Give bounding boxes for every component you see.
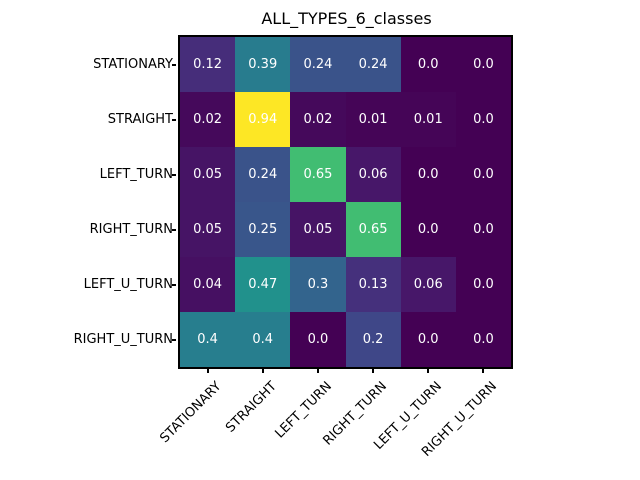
heatmap-cell: 0.94 bbox=[235, 92, 291, 147]
cell-value: 0.12 bbox=[193, 57, 223, 72]
cell-value: 0.4 bbox=[252, 332, 274, 347]
heatmap-cell: 0.0 bbox=[455, 92, 511, 147]
cell-value: 0.39 bbox=[248, 57, 278, 72]
heatmap-cell: 0.05 bbox=[180, 147, 236, 202]
y-tick-label: STRAIGHT bbox=[107, 111, 173, 127]
y-tick-label: LEFT_TURN bbox=[99, 166, 173, 182]
x-tick-label: STRAIGHT bbox=[222, 379, 280, 436]
y-tick-mark bbox=[172, 118, 176, 121]
heatmap-cell: 0.06 bbox=[400, 257, 456, 312]
cell-value: 0.0 bbox=[473, 167, 494, 182]
cell-value: 0.0 bbox=[473, 277, 494, 292]
heatmap-cell: 0.39 bbox=[235, 37, 291, 92]
cell-value: 0.02 bbox=[193, 112, 223, 127]
chart-title: ALL_TYPES_6_classes bbox=[261, 9, 432, 28]
x-tick-mark bbox=[206, 369, 209, 373]
heatmap-cell: 0.0 bbox=[400, 37, 456, 92]
heatmap-cell: 0.0 bbox=[455, 312, 511, 367]
y-tick-label: RIGHT_U_TURN bbox=[73, 331, 173, 347]
cell-value: 0.01 bbox=[358, 112, 388, 127]
heatmap-cell: 0.05 bbox=[180, 202, 236, 257]
y-tick-mark bbox=[172, 283, 176, 286]
heatmap-cell: 0.05 bbox=[290, 202, 346, 257]
heatmap-cell: 0.24 bbox=[345, 37, 401, 92]
heatmap-cell: 0.12 bbox=[180, 37, 236, 92]
cell-value: 0.0 bbox=[473, 222, 494, 237]
heatmap-cell: 0.25 bbox=[235, 202, 291, 257]
cell-value: 0.47 bbox=[248, 277, 278, 292]
x-tick-mark bbox=[316, 369, 319, 373]
heatmap-cell: 0.65 bbox=[290, 147, 346, 202]
heatmap-cell: 0.0 bbox=[455, 202, 511, 257]
cell-value: 0.4 bbox=[197, 332, 218, 347]
heatmap-cell: 0.0 bbox=[400, 312, 456, 367]
cell-value: 0.0 bbox=[417, 222, 439, 237]
y-tick-mark bbox=[172, 63, 176, 66]
cell-value: 0.3 bbox=[307, 277, 329, 292]
cell-value: 0.13 bbox=[358, 277, 388, 292]
cell-value: 0.65 bbox=[358, 222, 388, 237]
heatmap-cell: 0.0 bbox=[290, 312, 346, 367]
heatmap-cell: 0.65 bbox=[345, 202, 401, 257]
heatmap-cell: 0.0 bbox=[455, 37, 511, 92]
x-tick-mark bbox=[427, 369, 430, 373]
cell-value: 0.65 bbox=[303, 167, 333, 182]
cell-value: 0.05 bbox=[303, 222, 333, 237]
x-tick-mark bbox=[372, 369, 375, 373]
cell-value: 0.24 bbox=[248, 167, 278, 182]
cell-value: 0.0 bbox=[417, 57, 439, 72]
heatmap-cell: 0.4 bbox=[180, 312, 236, 367]
y-tick-label: RIGHT_TURN bbox=[89, 221, 173, 237]
heatmap-cell: 0.3 bbox=[290, 257, 346, 312]
heatmap-cell: 0.47 bbox=[235, 257, 291, 312]
heatmap-cell: 0.04 bbox=[180, 257, 236, 312]
heatmap-cell: 0.0 bbox=[455, 147, 511, 202]
y-tick-label: STATIONARY bbox=[93, 56, 173, 72]
cell-value: 0.0 bbox=[417, 167, 439, 182]
cell-value: 0.01 bbox=[413, 112, 443, 127]
cell-value: 0.06 bbox=[358, 167, 388, 182]
cell-value: 0.24 bbox=[303, 57, 333, 72]
x-tick-mark bbox=[482, 369, 485, 373]
heatmap-cell: 0.01 bbox=[345, 92, 401, 147]
y-tick-label: LEFT_U_TURN bbox=[83, 276, 173, 292]
cell-value: 0.06 bbox=[413, 277, 443, 292]
heatmap-cell: 0.0 bbox=[400, 202, 456, 257]
heatmap-cell: 0.0 bbox=[455, 257, 511, 312]
cell-value: 0.04 bbox=[193, 277, 223, 292]
heatmap-cell: 0.02 bbox=[290, 92, 346, 147]
heatmap-cell: 0.4 bbox=[235, 312, 291, 367]
cell-value: 0.24 bbox=[358, 57, 388, 72]
cell-value: 0.0 bbox=[473, 112, 494, 127]
heatmap-cell: 0.24 bbox=[290, 37, 346, 92]
heatmap-cell: 0.24 bbox=[235, 147, 291, 202]
cell-value: 0.0 bbox=[417, 332, 439, 347]
x-tick-label: STATIONARY bbox=[157, 379, 225, 447]
y-tick-mark bbox=[172, 228, 176, 231]
heatmap-cell: 0.01 bbox=[400, 92, 456, 147]
y-tick-mark bbox=[172, 173, 176, 176]
cell-value: 0.0 bbox=[473, 332, 494, 347]
cell-value: 0.94 bbox=[248, 112, 278, 127]
heatmap-cell: 0.0 bbox=[400, 147, 456, 202]
heatmap-cell: 0.2 bbox=[345, 312, 401, 367]
cell-value: 0.0 bbox=[307, 332, 329, 347]
heatmap-cell: 0.02 bbox=[180, 92, 236, 147]
cell-value: 0.2 bbox=[362, 332, 384, 347]
heatmap-cell: 0.06 bbox=[345, 147, 401, 202]
cell-value: 0.25 bbox=[248, 222, 278, 237]
heatmap-grid: 0.12 0.39 0.24 0.24 0.0 0.0 0.02 0.94 0.02 0.01 0.… bbox=[178, 35, 513, 369]
cell-value: 0.0 bbox=[473, 57, 494, 72]
y-tick-mark bbox=[172, 338, 176, 341]
cell-value: 0.05 bbox=[193, 167, 223, 182]
cell-value: 0.02 bbox=[303, 112, 333, 127]
cell-value: 0.05 bbox=[193, 222, 223, 237]
x-tick-mark bbox=[261, 369, 264, 373]
heatmap-cell: 0.13 bbox=[345, 257, 401, 312]
